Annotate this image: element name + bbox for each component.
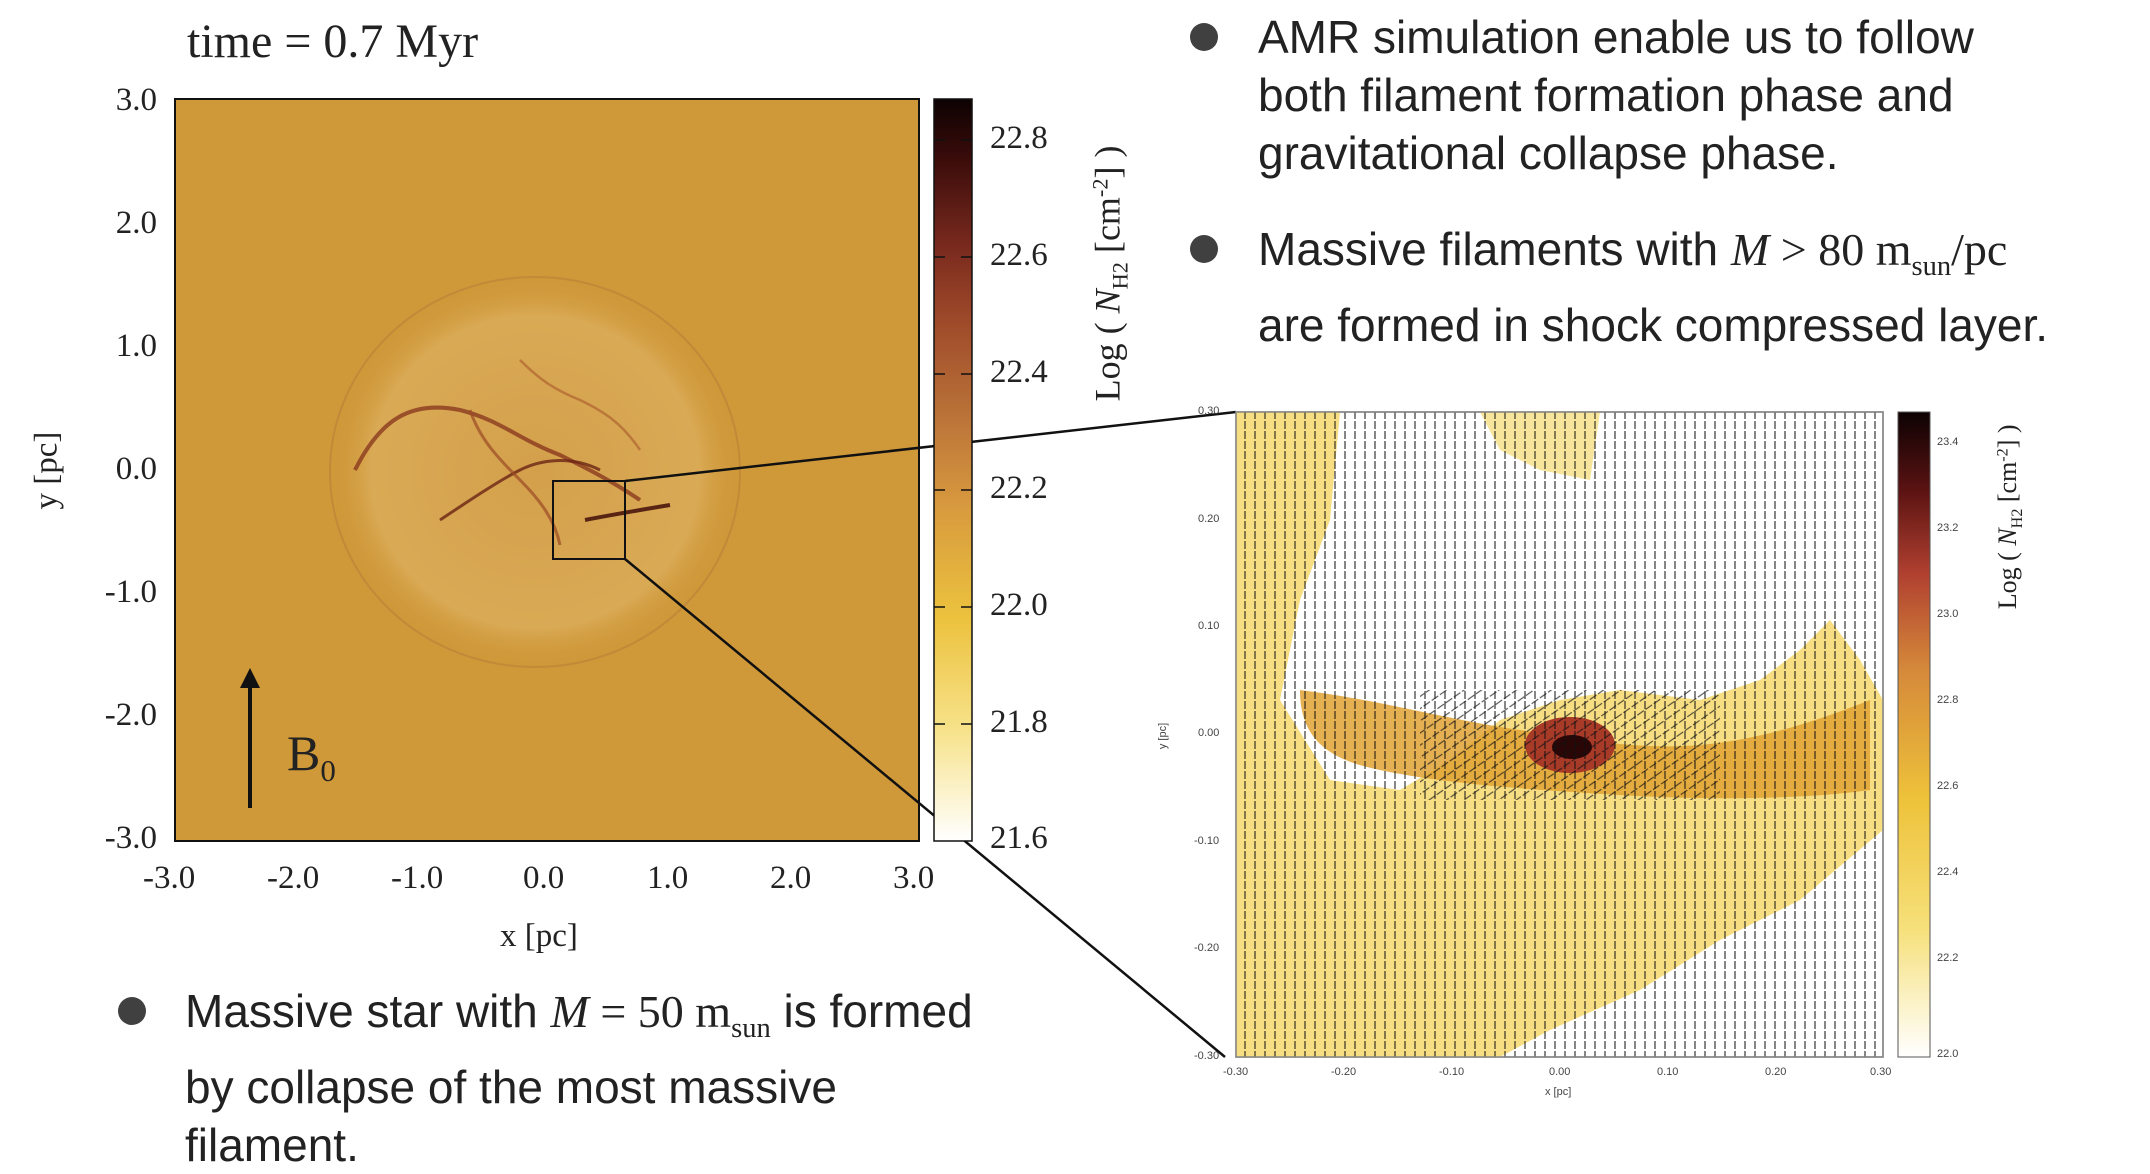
main-ytick: -2.0 [104,697,157,733]
zoom-cb-tick: 23.0 [1937,608,1959,620]
zoom-x-axis-label: x [pc] [1545,1086,1572,1098]
main-xtick: 3.0 [893,860,935,896]
main-xtick: -3.0 [143,860,196,896]
zoom-cb-tick: 22.2 [1937,952,1959,964]
bullet-dot [118,997,146,1025]
main-cb-tick: 22.8 [990,120,1048,156]
bullet-filaments: Massive filaments with M > 80 msun/pc ar… [1258,223,2049,351]
main-xtick: 1.0 [647,860,689,896]
main-xtick: -1.0 [391,860,444,896]
main-ytick: 2.0 [115,205,157,241]
main-cb-tick: 21.6 [990,820,1048,856]
bullet-amr: AMR simulation enable us to follow both … [1258,11,1974,179]
main-ytick: -1.0 [104,574,157,610]
main-ytick: -3.0 [104,820,157,856]
zoom-xtick: 0.10 [1657,1066,1679,1078]
zoom-ytick: -0.20 [1194,942,1220,954]
zoom-ytick: -0.30 [1194,1050,1220,1062]
main-xtick: 2.0 [770,860,812,896]
connector-line-top [624,410,1237,483]
plot-title: time = 0.7 Myr [187,15,479,68]
main-cb-tick: 21.8 [990,704,1048,740]
zoom-xtick: -0.30 [1223,1066,1249,1078]
main-xtick: -2.0 [267,860,320,896]
zoom-cb-tick: 23.2 [1937,522,1959,534]
bullet-massive-star: Massive star with M = 50 msun is formed … [185,985,973,1171]
zoom-xtick: -0.20 [1331,1066,1357,1078]
zoom-colorbar-label: Log ( NH2 [cm-2] ) [1993,424,2026,610]
zoom-y-axis-label: y [pc] [1157,722,1170,750]
zoom-ytick: 0.00 [1198,727,1220,739]
zoom-colorbar [1897,411,1931,1058]
zoom-ytick: 0.30 [1198,405,1220,417]
main-cb-tick: 22.0 [990,587,1048,623]
main-x-axis-label: x [pc] [500,918,578,954]
main-ytick: 3.0 [115,82,157,118]
zoom-cb-tick: 22.8 [1937,694,1959,706]
bullet-dot [1190,23,1218,51]
main-xtick: 0.0 [523,860,565,896]
zoom-region-box [552,480,626,560]
main-y-axis-label: y [pc] [28,431,65,510]
bullet-dot [1190,235,1218,263]
main-cb-tick: 22.4 [990,354,1048,390]
zoom-ytick: 0.10 [1198,620,1220,632]
connector-line-bottom [624,558,1226,1058]
main-colorbar-label: Log ( NH2 [cm-2] ) [1087,145,1133,402]
zoom-xtick: 0.00 [1549,1066,1571,1078]
main-ytick: 1.0 [115,328,157,364]
zoom-cb-tick: 22.4 [1937,866,1959,878]
main-colorbar [933,98,973,842]
zoom-map [1235,411,1884,1058]
zoom-cb-tick: 22.6 [1937,780,1959,792]
zoom-ytick: -0.10 [1194,835,1220,847]
zoom-ytick: 0.20 [1198,513,1220,525]
zoom-cb-tick: 23.4 [1937,436,1959,448]
main-ytick: 0.0 [115,451,157,487]
field-label: B0 [287,725,336,788]
density-structure [329,276,741,668]
zoom-xtick: 0.20 [1765,1066,1787,1078]
zoom-cb-tick: 22.0 [1937,1048,1959,1060]
zoom-xtick: -0.10 [1439,1066,1465,1078]
main-cb-tick: 22.2 [990,470,1048,506]
zoom-xtick: 0.30 [1870,1066,1892,1078]
main-cb-tick: 22.6 [990,237,1048,273]
